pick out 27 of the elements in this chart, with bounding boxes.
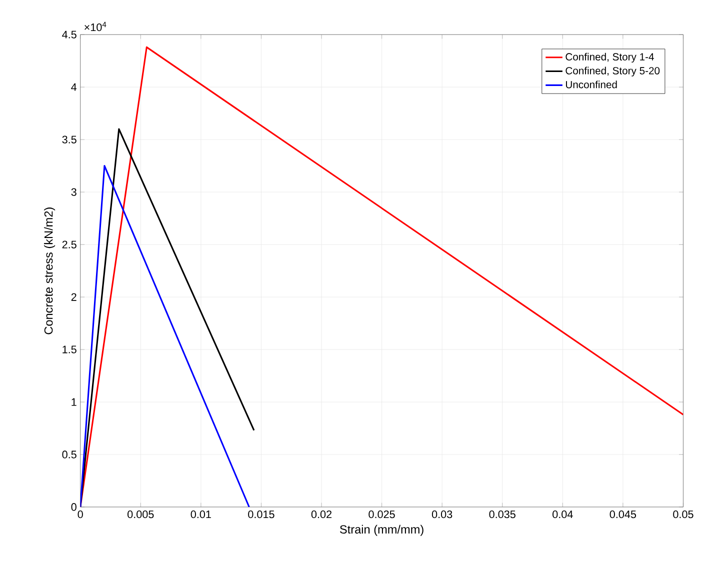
- x-tick-label: 0.015: [248, 510, 274, 518]
- legend-label: Confined, Story 1-4: [566, 52, 654, 62]
- y-tick-label: 4.5: [62, 30, 76, 38]
- x-tick-label: 0.025: [368, 510, 395, 518]
- x-tick-label: 0.01: [190, 510, 211, 518]
- y-tick-label: 1: [72, 398, 76, 406]
- y-tick-label: 1.5: [62, 346, 76, 354]
- y-tick-label: 0: [71, 503, 76, 511]
- y-tick-label: 4: [71, 83, 77, 91]
- x-tick-label: 0.035: [489, 510, 516, 518]
- x-tick-label: 0.02: [311, 510, 332, 518]
- y-tick-label: 2.5: [62, 240, 76, 248]
- x-tick-label: 0.005: [128, 510, 154, 518]
- y-tick-label: 3: [71, 188, 76, 196]
- legend-label: Confined, Story 5-20: [566, 66, 660, 76]
- x-tick-label: 0.05: [673, 510, 694, 518]
- y-axis-title: Concrete stress (kN/m2): [44, 207, 56, 334]
- text: ×10$^{4}$: [84, 22, 106, 31]
- x-tick-label: 0: [78, 510, 83, 518]
- y-tick-label: 0.5: [62, 450, 76, 458]
- x-tick-label: 0.045: [610, 510, 636, 518]
- x-axis-title: Strain (mm/mm): [340, 524, 424, 536]
- y-tick-label: 2: [71, 293, 76, 301]
- x-tick-label: 0.04: [552, 510, 573, 518]
- legend-label: Unconfined: [566, 80, 617, 88]
- y-tick-label: 3.5: [62, 136, 76, 144]
- x-tick-label: 0.03: [432, 510, 452, 518]
